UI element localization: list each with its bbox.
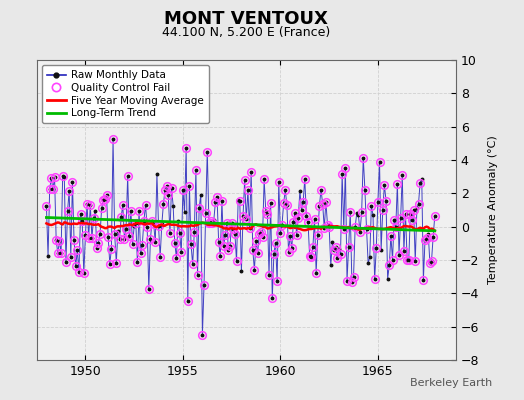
Y-axis label: Temperature Anomaly (°C): Temperature Anomaly (°C) bbox=[487, 136, 498, 284]
Text: Berkeley Earth: Berkeley Earth bbox=[410, 378, 493, 388]
Legend: Raw Monthly Data, Quality Control Fail, Five Year Moving Average, Long-Term Tren: Raw Monthly Data, Quality Control Fail, … bbox=[42, 65, 209, 124]
Text: 44.100 N, 5.200 E (France): 44.100 N, 5.200 E (France) bbox=[162, 26, 331, 39]
Text: MONT VENTOUX: MONT VENTOUX bbox=[165, 10, 328, 28]
